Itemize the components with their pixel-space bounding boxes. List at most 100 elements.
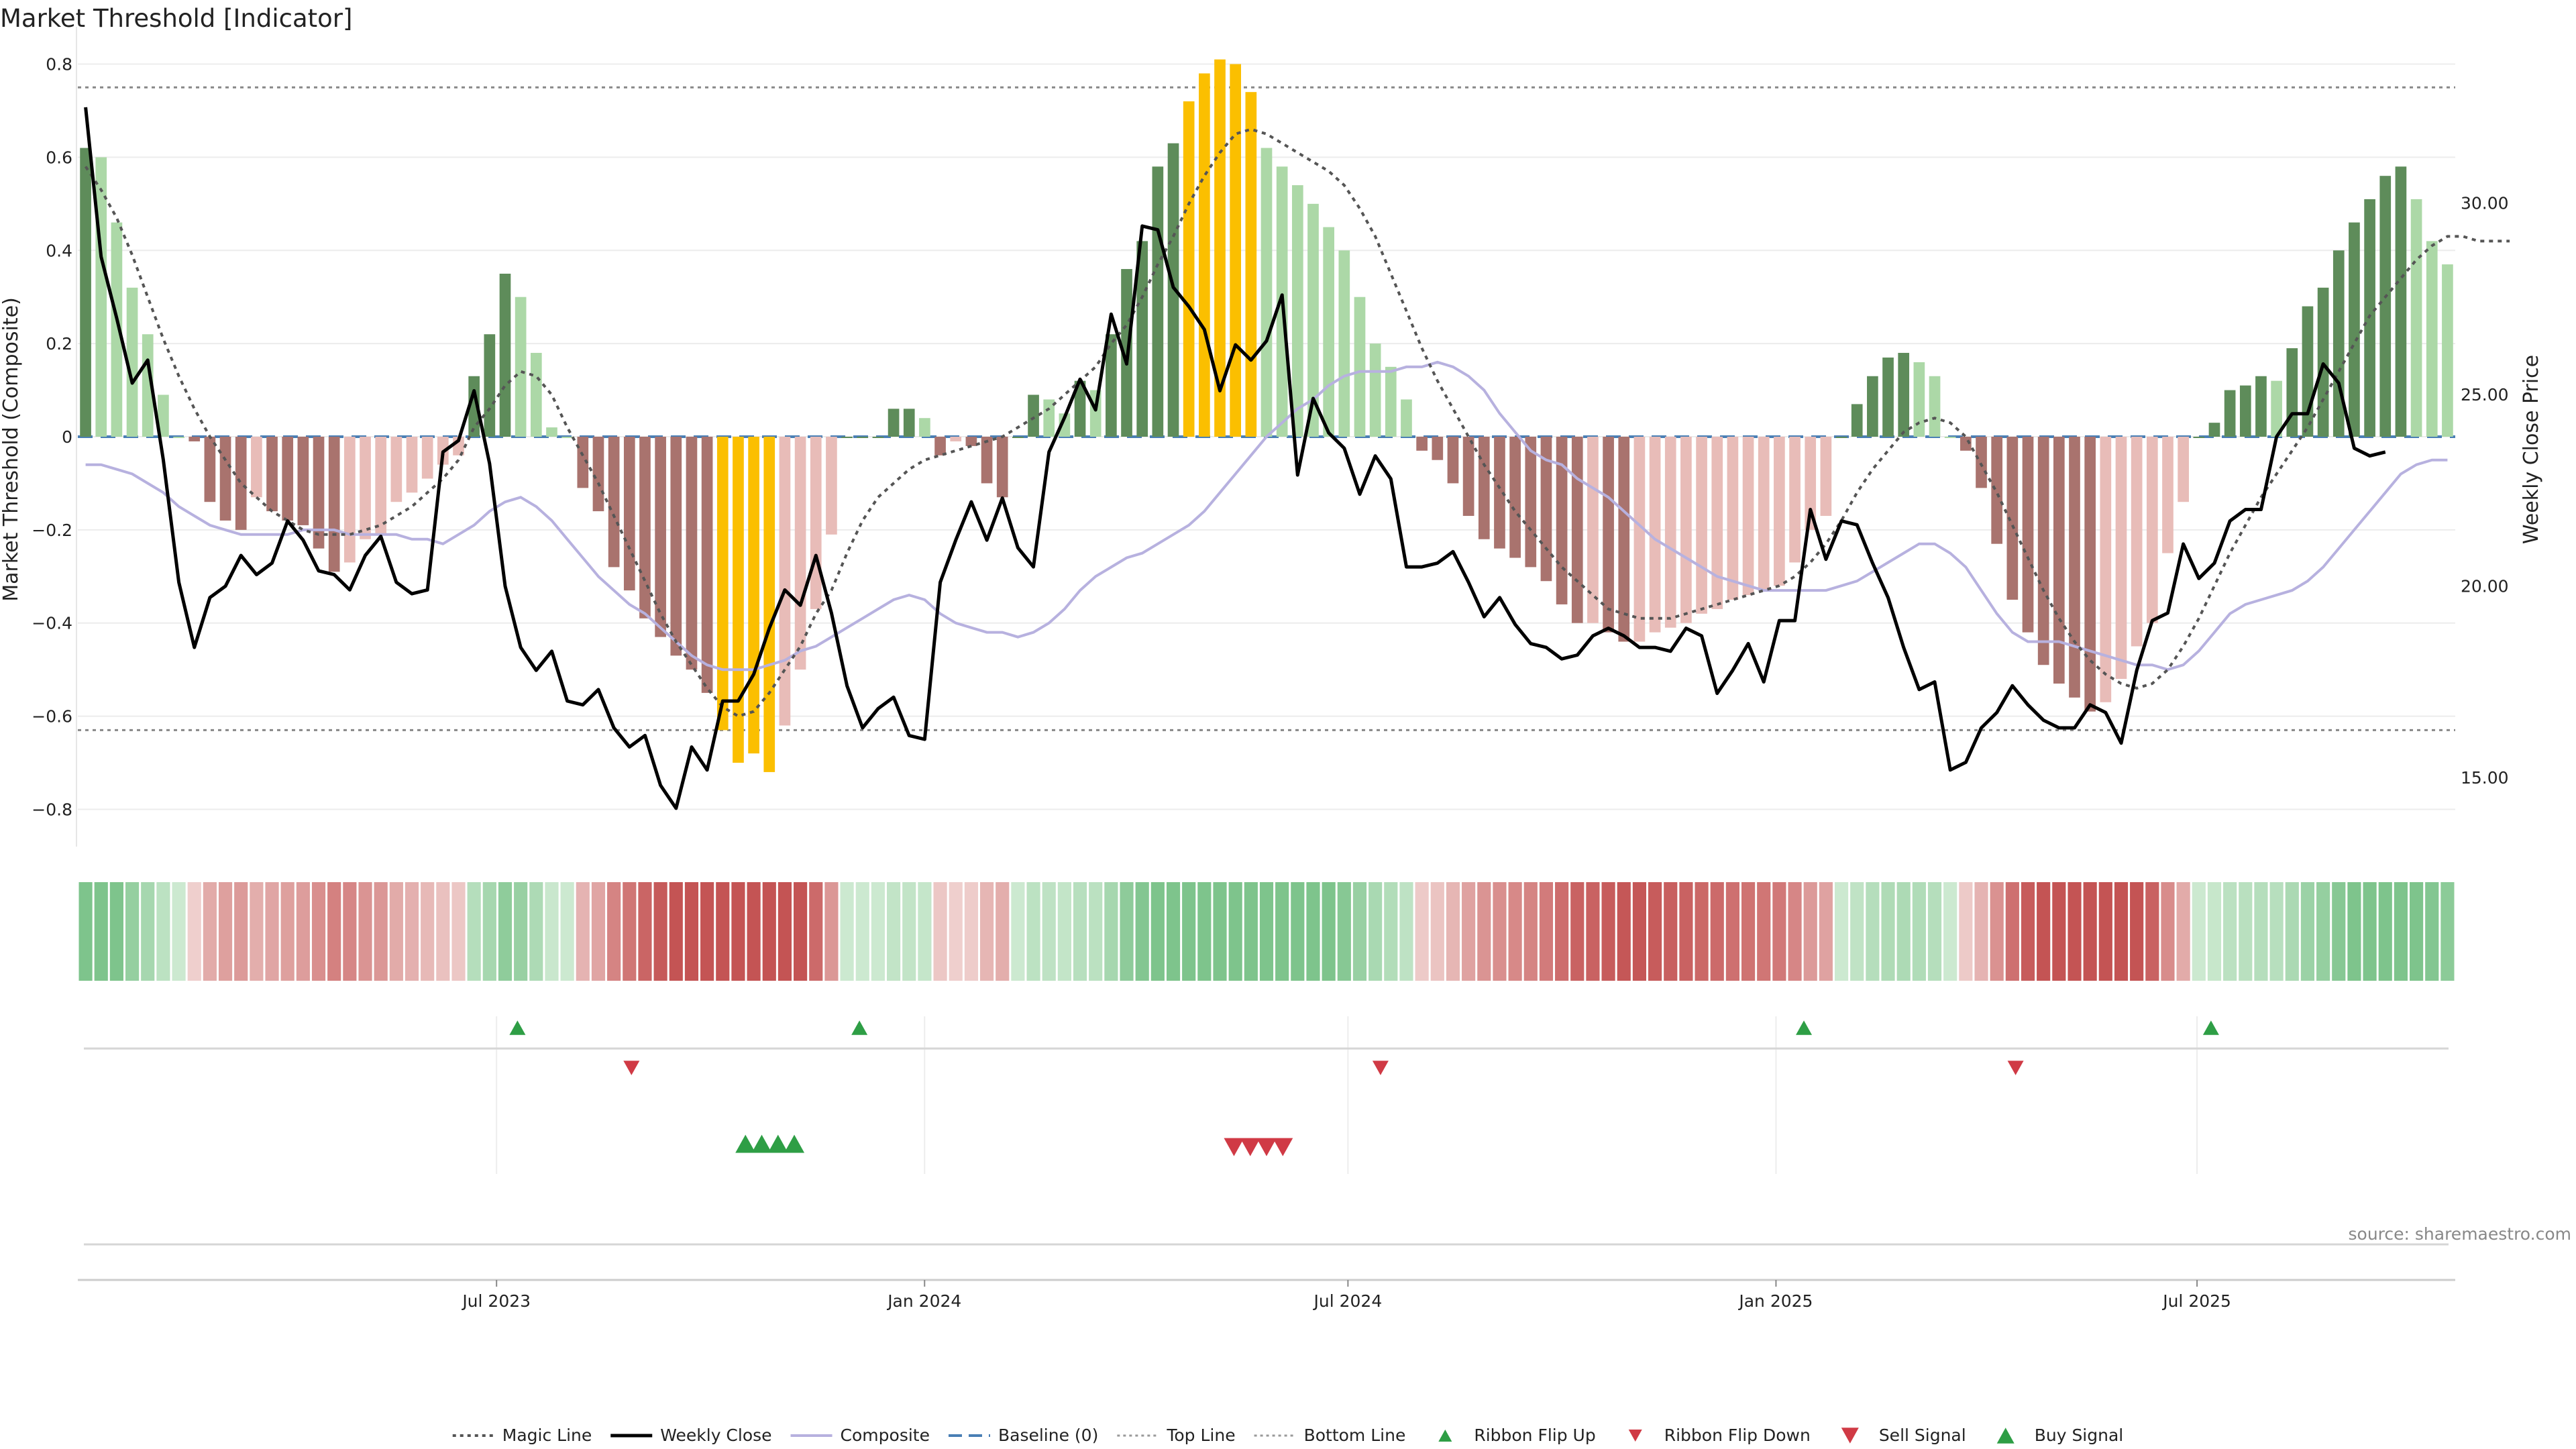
bar-136 [2193, 437, 2205, 438]
bar-57 [965, 437, 977, 446]
ribbon-cell-99 [1617, 882, 1631, 981]
bar-109 [1774, 437, 1785, 586]
signal-rows [78, 1016, 2455, 1281]
bar-97 [1587, 437, 1599, 623]
ribbon-cell-110 [1788, 882, 1802, 981]
ribbon-cell-102 [1664, 882, 1678, 981]
bar-63 [1059, 413, 1071, 437]
y2-tick-label-1: 25.00 [2461, 385, 2509, 405]
composite-line [85, 360, 2448, 672]
ribbon-cell-138 [2223, 882, 2237, 981]
ribbon-flip-up-marker-1 [851, 1020, 868, 1035]
bar-46 [794, 437, 806, 670]
ribbon-cell-134 [2161, 882, 2175, 981]
ribbon-cell-74 [1228, 882, 1242, 981]
ribbon-cell-44 [762, 882, 776, 981]
ribbon-cell-3 [125, 882, 140, 981]
ribbon-cell-105 [1710, 882, 1724, 981]
bar-105 [1711, 437, 1723, 609]
bar-32 [577, 437, 589, 488]
bar-44 [763, 437, 775, 772]
bar-30 [546, 427, 557, 437]
bar-116 [1882, 357, 1894, 437]
ribbon-cell-61 [1026, 882, 1040, 981]
bar-55 [934, 437, 946, 455]
legend-label-7: Ribbon Flip Down [1664, 1426, 1811, 1445]
ribbon-cell-39 [684, 882, 699, 981]
sell-signal-marker-0 [1224, 1138, 1244, 1157]
bar-74 [1230, 64, 1242, 437]
bar-28 [515, 297, 527, 437]
ribbon-cell-64 [1073, 882, 1087, 981]
ribbon-cell-140 [2254, 882, 2268, 981]
ribbon-cell-135 [2176, 882, 2190, 981]
bar-85 [1401, 399, 1412, 437]
ribbon-cell-149 [2394, 882, 2408, 981]
ribbon-cell-18 [358, 882, 372, 981]
x-tick-label-0: Jul 2023 [461, 1291, 531, 1311]
bar-99 [1618, 437, 1630, 642]
bar-22 [421, 437, 433, 479]
bar-81 [1338, 250, 1350, 437]
bar-71 [1183, 101, 1195, 437]
bar-34 [608, 437, 620, 568]
ribbon-cell-144 [2316, 882, 2330, 981]
legend-swatch-9 [1996, 1428, 2015, 1444]
bar-88 [1447, 437, 1459, 484]
ribbon-cell-59 [996, 882, 1010, 981]
ribbon-cell-131 [2114, 882, 2129, 981]
bar-100 [1633, 437, 1646, 642]
bar-35 [623, 437, 635, 591]
ribbon-cell-54 [918, 882, 932, 981]
bar-21 [406, 437, 418, 493]
y-tick-label-2: 0.4 [46, 241, 72, 260]
y-axis-right: 30.00 25.00 20.00 15.00 [2461, 194, 2509, 788]
y-tick-label-0: 0.8 [46, 55, 72, 74]
ribbon-cell-143 [2300, 882, 2315, 981]
ribbon-flip-down-marker-1 [1372, 1061, 1389, 1075]
ribbon-cell-25 [467, 882, 481, 981]
ribbon-cell-0 [78, 882, 93, 981]
ribbon-flip-up-marker-0 [509, 1020, 526, 1035]
bar-0 [80, 148, 91, 437]
ribbon-cell-122 [1974, 882, 1988, 981]
ribbon-cell-73 [1213, 882, 1227, 981]
ribbon-cell-128 [2068, 882, 2082, 981]
ribbon-cell-35 [623, 882, 637, 981]
y2-tick-label-2: 20.00 [2461, 577, 2509, 596]
ribbon-cell-75 [1244, 882, 1258, 981]
bar-16 [328, 437, 340, 572]
ribbon-cell-101 [1648, 882, 1662, 981]
ribbon-cell-70 [1166, 882, 1181, 981]
chart-title: Market Threshold [Indicator] [0, 4, 352, 33]
bar-60 [1012, 437, 1024, 438]
ribbon-cell-32 [576, 882, 590, 981]
bar-66 [1106, 334, 1117, 437]
bar-56 [950, 437, 962, 441]
sell-signal-marker-2 [1256, 1138, 1277, 1157]
ribbon-cell-107 [1741, 882, 1756, 981]
bar-95 [1556, 437, 1568, 604]
ribbon-cell-92 [1508, 882, 1522, 981]
ribbon-cell-100 [1632, 882, 1647, 981]
y2-tick-label-3: 15.00 [2461, 768, 2509, 788]
ribbon-cell-37 [653, 882, 667, 981]
ribbon-cell-98 [1601, 882, 1615, 981]
buy-signal-marker-1 [751, 1134, 772, 1153]
ribbon-cell-67 [1120, 882, 1134, 981]
x-axis: Jul 2023 Jan 2024 Jul 2024 Jan 2025 Jul 2025 [461, 1280, 2231, 1311]
bar-149 [2395, 166, 2407, 437]
bar-110 [1789, 437, 1801, 563]
bar-120 [1944, 437, 1956, 438]
bar-82 [1354, 297, 1366, 437]
bar-10 [235, 437, 247, 530]
ribbon-cell-120 [1943, 882, 1957, 981]
ribbon-cell-119 [1927, 882, 1942, 981]
ribbon-cell-89 [1462, 882, 1476, 981]
bar-41 [716, 437, 729, 731]
bar-64 [1074, 380, 1086, 437]
ribbon-cell-141 [2269, 882, 2284, 981]
bar-47 [810, 437, 822, 609]
ribbon-cell-87 [1430, 882, 1444, 981]
bar-131 [2115, 437, 2127, 680]
